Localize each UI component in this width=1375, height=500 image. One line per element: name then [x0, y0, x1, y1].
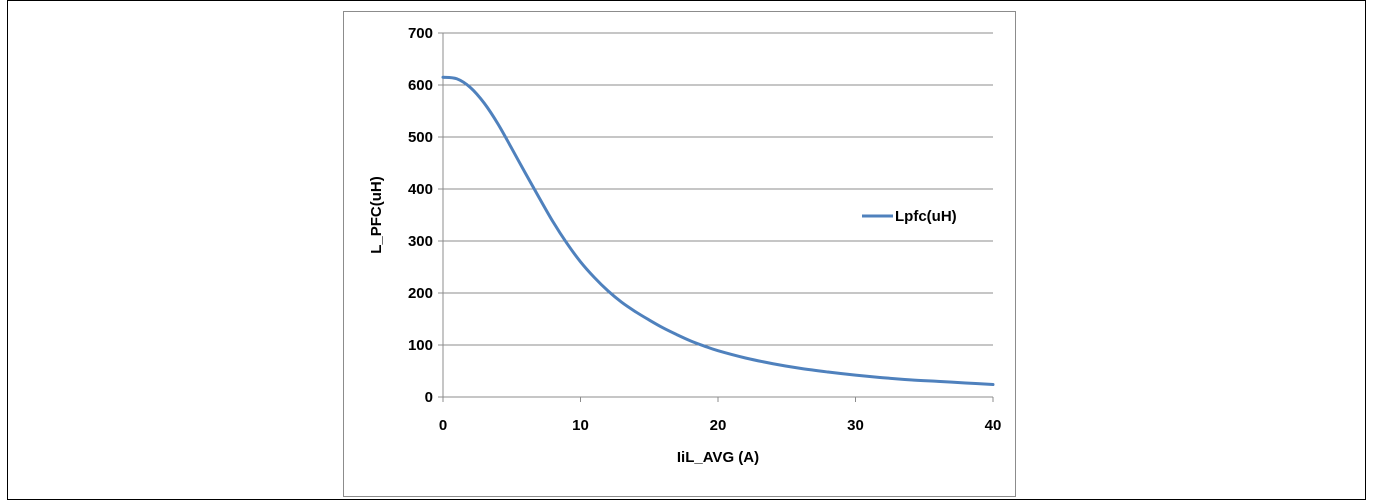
y-tick-label: 100 [408, 337, 433, 354]
x-tick-label: 30 [847, 417, 864, 434]
x-tick-label: 0 [439, 417, 447, 434]
legend-label: Lpfc(uH) [895, 208, 957, 225]
y-tick-label: 200 [408, 285, 433, 302]
y-tick-label: 300 [408, 233, 433, 250]
legend: Lpfc(uH) [862, 208, 957, 225]
y-tick-label: 500 [408, 129, 433, 146]
y-tick-label: 0 [425, 389, 433, 406]
x-axis-title: IiL_AVG (A) [677, 449, 759, 466]
y-tick-label: 700 [408, 25, 433, 42]
y-tick-label: 600 [408, 77, 433, 94]
x-tick-label: 40 [985, 417, 1002, 434]
line-chart: 0 100 200 300 400 500 600 700 0 10 20 30 40 Lpfc(uH… [368, 25, 1002, 466]
y-tick-labels: 0 100 200 300 400 500 600 700 [408, 25, 433, 406]
series-line [441, 75, 995, 387]
gridlines [443, 32, 993, 346]
series-layer [441, 75, 995, 387]
axes [438, 32, 994, 402]
y-axis-title: L_PFC(uH) [368, 176, 385, 254]
x-tick-labels: 0 10 20 30 40 [439, 417, 1002, 434]
x-tick-label: 20 [710, 417, 727, 434]
y-tick-label: 400 [408, 181, 433, 198]
x-tick-label: 10 [572, 417, 589, 434]
